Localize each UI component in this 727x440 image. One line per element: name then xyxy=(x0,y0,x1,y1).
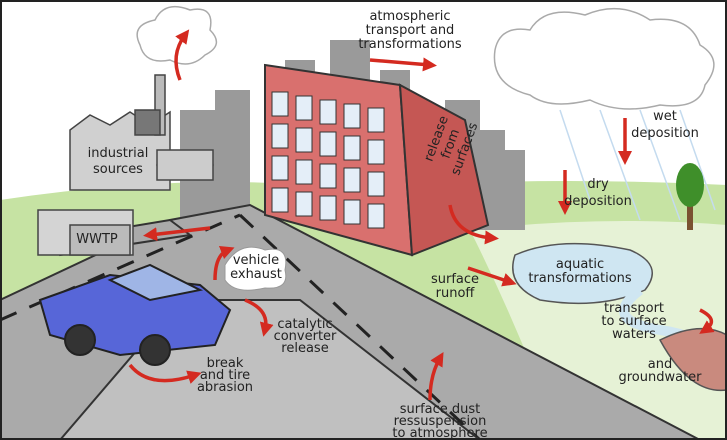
label-line: aquatic xyxy=(556,257,604,272)
window xyxy=(368,172,384,196)
tree xyxy=(676,163,704,207)
window xyxy=(368,204,384,228)
window xyxy=(320,164,336,188)
label-line: groundwater xyxy=(618,370,702,385)
label-line: WWTP xyxy=(76,232,118,247)
label-line: abrasion xyxy=(197,380,253,395)
window xyxy=(296,192,312,216)
window xyxy=(344,168,360,192)
window xyxy=(320,100,336,124)
label-line: to atmosphere xyxy=(392,426,487,440)
label-line: surface xyxy=(431,272,479,287)
window xyxy=(272,92,288,116)
window xyxy=(368,140,384,164)
label-line: exhaust xyxy=(230,267,282,282)
label-line: deposition xyxy=(631,126,699,141)
window xyxy=(296,160,312,184)
page: {"labels": [ {"lines": ["atmospheric", "… xyxy=(0,0,727,440)
label-line: transformations xyxy=(528,271,632,286)
label-line: wet xyxy=(653,109,677,124)
label-line: deposition xyxy=(564,194,632,209)
window xyxy=(344,104,360,128)
window xyxy=(272,188,288,212)
diagram: atmospherictransport andtransformationsw… xyxy=(0,0,727,440)
label-line: release xyxy=(281,341,328,356)
label-line: transport and xyxy=(366,23,455,38)
label-line: transformations xyxy=(358,37,462,52)
label-line: runoff xyxy=(436,286,476,301)
window xyxy=(344,200,360,224)
window xyxy=(368,108,384,132)
window xyxy=(344,136,360,160)
label-line: sources xyxy=(93,162,143,177)
window xyxy=(272,124,288,148)
label-line: atmospheric xyxy=(369,9,450,24)
label-line: waters xyxy=(612,327,656,342)
window xyxy=(320,132,336,156)
window xyxy=(272,156,288,180)
label-line: industrial xyxy=(88,146,149,161)
label-line: vehicle xyxy=(233,253,279,268)
window xyxy=(296,128,312,152)
label-line: dry xyxy=(587,177,609,192)
window xyxy=(320,196,336,220)
window xyxy=(296,96,312,120)
label: WWTP xyxy=(76,232,118,247)
